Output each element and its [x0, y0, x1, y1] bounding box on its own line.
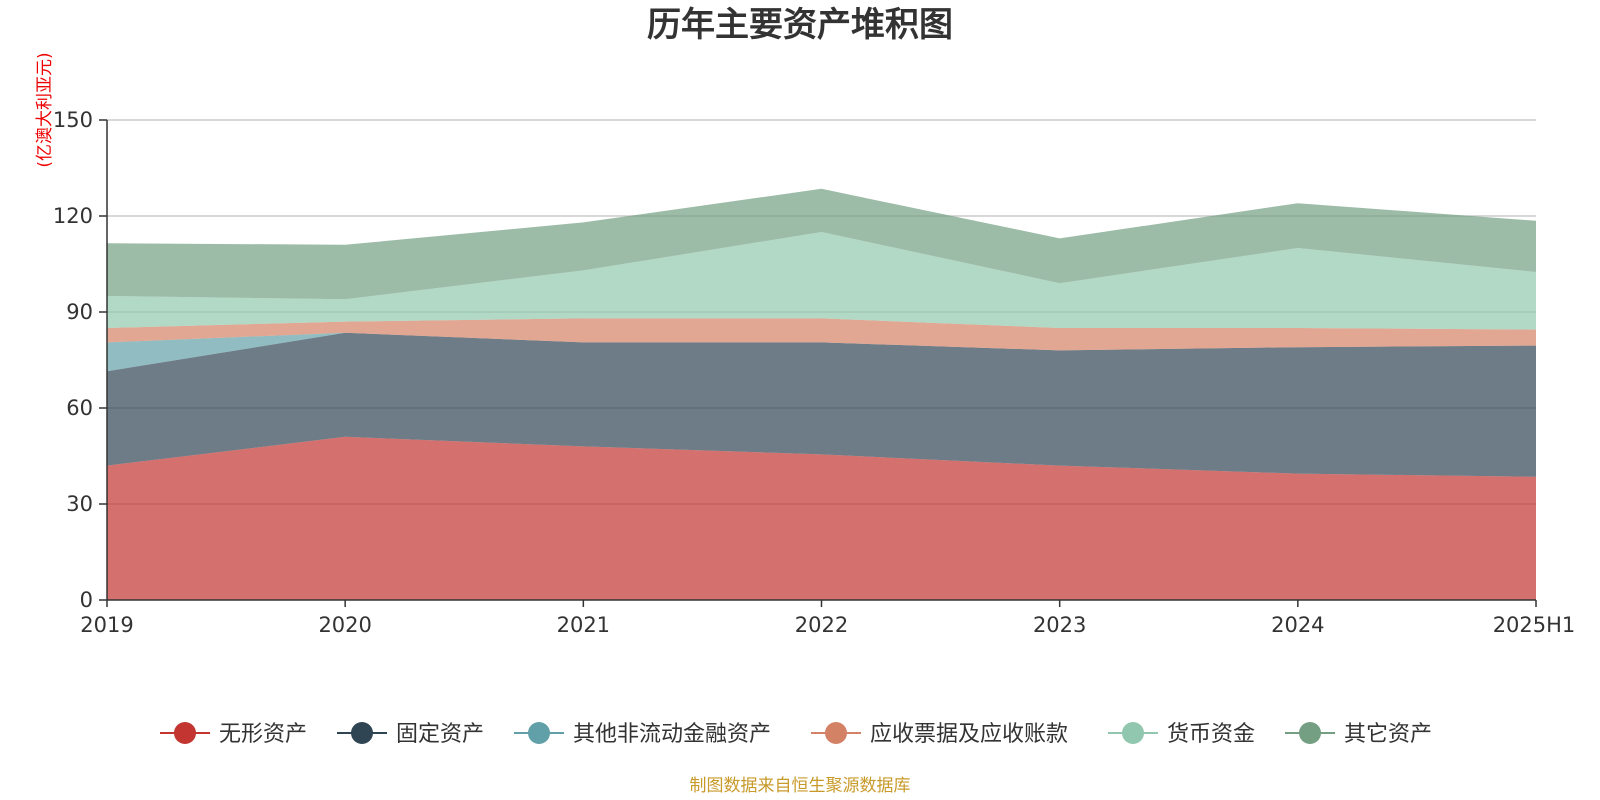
legend-label: 其他非流动金融资产 [573, 722, 771, 747]
legend-marker [825, 722, 847, 744]
area-series-2 [107, 332, 1536, 477]
legend-label: 其它资产 [1344, 722, 1432, 747]
x-tick-label: 2023 [1033, 613, 1086, 637]
area-series-4 [107, 318, 1536, 351]
x-tick-label: 2020 [318, 613, 371, 637]
legend-label: 无形资产 [219, 722, 307, 747]
legend-item[interactable]: 应收票据及应收账款 [811, 722, 1068, 747]
legend-item[interactable]: 其它资产 [1285, 722, 1432, 747]
y-tick-label: 120 [53, 204, 93, 228]
area-series-6 [107, 188, 1536, 300]
area-series [107, 188, 1536, 600]
legend-marker [528, 722, 550, 744]
legend-label: 货币资金 [1167, 722, 1255, 747]
y-tick-label: 150 [53, 108, 93, 132]
legend-label: 应收票据及应收账款 [870, 722, 1068, 747]
y-axis-label: (亿澳大利亚元) [35, 52, 55, 167]
legend-item[interactable]: 无形资产 [160, 722, 307, 747]
legend-item[interactable]: 固定资产 [337, 722, 484, 747]
y-tick-label: 0 [80, 588, 93, 612]
legend: 无形资产 固定资产 其他非流动金融资产 应收票据及应收账款 货币资金 其它资产 [160, 722, 1432, 747]
x-tick-label: 2025H1 [1493, 613, 1576, 637]
x-tick-label: 2022 [795, 613, 848, 637]
source-note: 制图数据来自恒生聚源数据库 [690, 776, 911, 796]
chart-title: 历年主要资产堆积图 [647, 5, 953, 45]
x-tick-label: 2019 [80, 613, 133, 637]
area-series-1 [107, 436, 1536, 600]
y-tick-label: 90 [66, 300, 93, 324]
axes: 0 30 60 90 120 150 2019 2020 2021 2022 2023 2024 202… [53, 108, 1575, 637]
legend-marker [1299, 722, 1321, 744]
legend-item[interactable]: 其他非流动金融资产 [514, 722, 771, 747]
legend-marker [174, 722, 196, 744]
legend-label: 固定资产 [396, 722, 484, 747]
y-tick-label: 30 [66, 492, 93, 516]
legend-marker [1122, 722, 1144, 744]
x-tick-label: 2021 [557, 613, 610, 637]
y-tick-label: 60 [66, 396, 93, 420]
legend-item[interactable]: 货币资金 [1108, 722, 1255, 747]
legend-marker [351, 722, 373, 744]
x-tick-label: 2024 [1271, 613, 1324, 637]
area-series-5 [107, 232, 1536, 330]
